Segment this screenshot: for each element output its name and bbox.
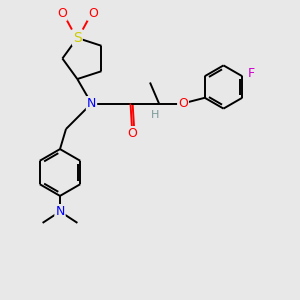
- Text: S: S: [73, 31, 82, 45]
- Text: O: O: [88, 7, 98, 20]
- Text: O: O: [57, 7, 67, 20]
- Text: H: H: [151, 110, 160, 120]
- Text: O: O: [178, 97, 188, 110]
- Text: O: O: [127, 127, 137, 140]
- Text: F: F: [248, 67, 255, 80]
- Text: N: N: [55, 205, 65, 218]
- Text: N: N: [87, 97, 96, 110]
